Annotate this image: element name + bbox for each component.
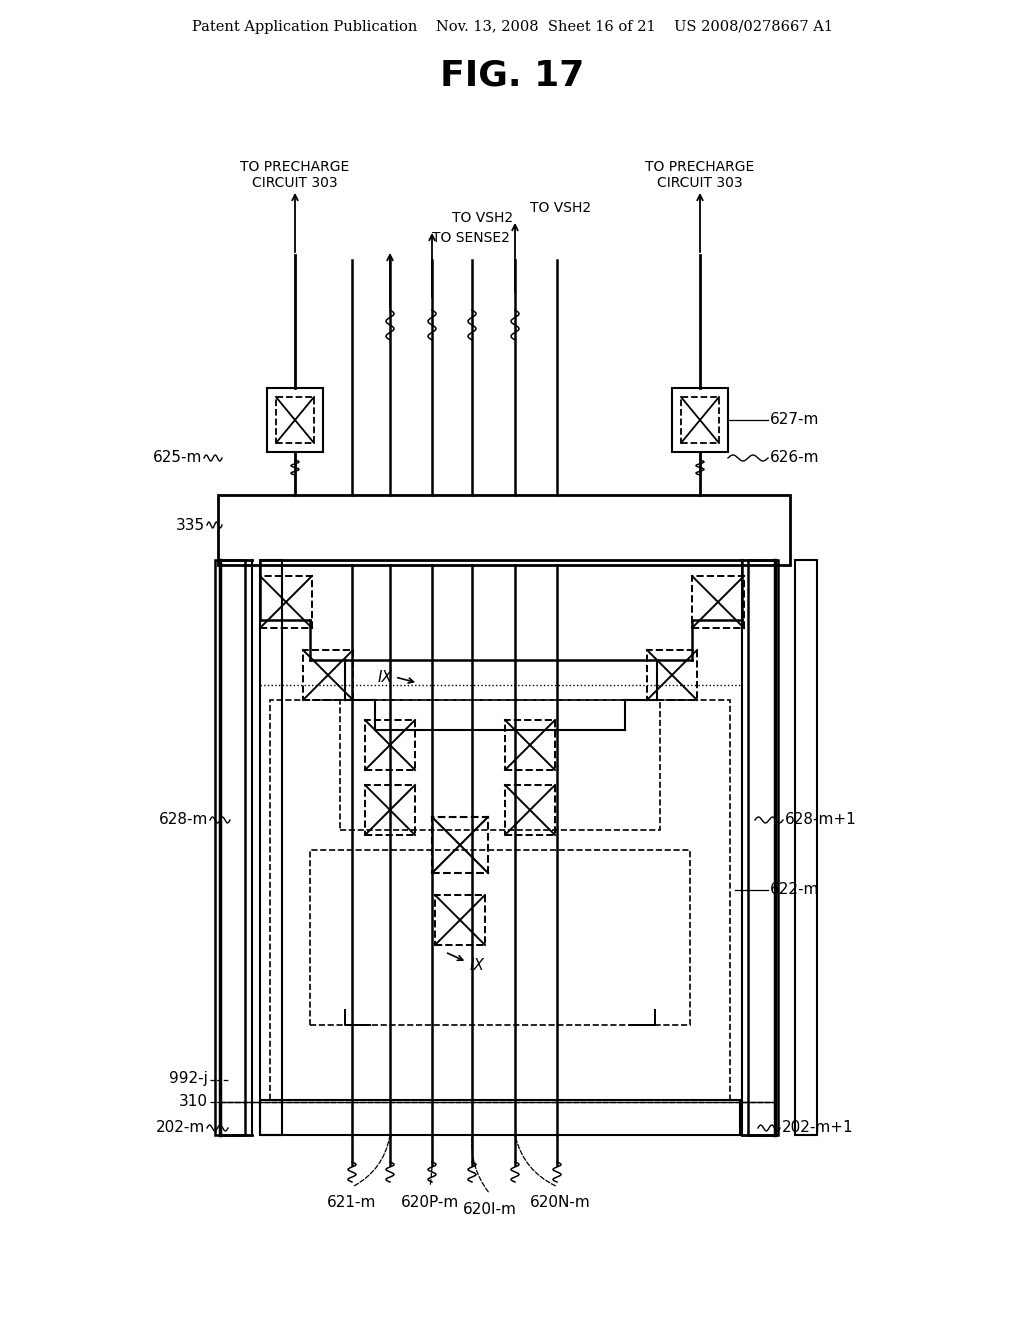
Text: 626-m: 626-m: [770, 450, 819, 466]
Text: 628-m: 628-m: [159, 813, 208, 828]
Text: 625-m: 625-m: [153, 450, 202, 466]
Bar: [748, 560, 778, 1135]
Bar: [215, 560, 245, 1135]
Bar: [681, 397, 719, 444]
Bar: [270, 700, 730, 1100]
Bar: [795, 560, 817, 1135]
Text: 627-m: 627-m: [770, 412, 819, 428]
Bar: [432, 817, 488, 873]
Text: 620I-m: 620I-m: [463, 1203, 517, 1217]
Text: 620P-m: 620P-m: [400, 1195, 459, 1210]
Bar: [260, 1100, 740, 1135]
Text: IX: IX: [378, 669, 393, 685]
Text: TO PRECHARGE
CIRCUIT 303: TO PRECHARGE CIRCUIT 303: [241, 160, 349, 190]
Text: 202-m+1: 202-m+1: [782, 1121, 854, 1135]
Text: TO VSH2: TO VSH2: [452, 211, 513, 224]
Text: 621-m: 621-m: [328, 1195, 377, 1210]
Text: 620N-m: 620N-m: [529, 1195, 591, 1210]
Bar: [672, 388, 728, 451]
Bar: [435, 895, 485, 945]
Text: 310: 310: [179, 1094, 208, 1110]
Bar: [260, 560, 282, 1135]
Bar: [310, 850, 690, 1026]
Bar: [218, 495, 790, 565]
Text: IX: IX: [470, 958, 485, 974]
Bar: [303, 649, 353, 700]
Bar: [647, 649, 697, 700]
Bar: [505, 719, 555, 770]
Text: 202-m: 202-m: [156, 1121, 205, 1135]
Bar: [276, 397, 314, 444]
Bar: [267, 388, 323, 451]
Text: 992-j: 992-j: [169, 1071, 208, 1085]
Text: 628-m+1: 628-m+1: [785, 813, 857, 828]
Bar: [365, 785, 415, 836]
Bar: [260, 576, 312, 628]
Text: Patent Application Publication    Nov. 13, 2008  Sheet 16 of 21    US 2008/02786: Patent Application Publication Nov. 13, …: [191, 20, 833, 34]
Bar: [340, 700, 660, 830]
Text: TO SENSE2: TO SENSE2: [432, 231, 510, 246]
Bar: [505, 785, 555, 836]
Text: 335: 335: [176, 517, 205, 532]
Text: FIG. 17: FIG. 17: [440, 58, 584, 92]
Bar: [365, 719, 415, 770]
Text: TO VSH2: TO VSH2: [530, 201, 591, 215]
Text: TO PRECHARGE
CIRCUIT 303: TO PRECHARGE CIRCUIT 303: [645, 160, 755, 190]
Bar: [692, 576, 744, 628]
Text: 622-m: 622-m: [770, 883, 819, 898]
